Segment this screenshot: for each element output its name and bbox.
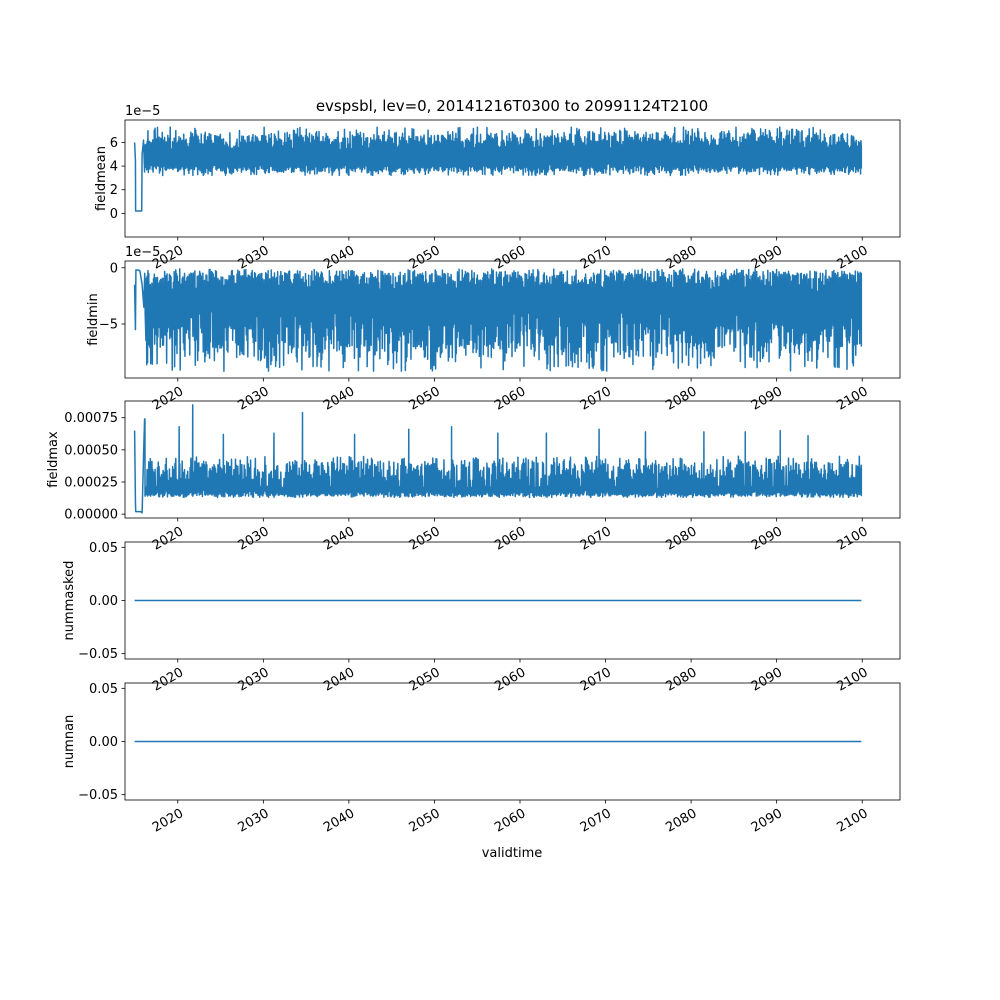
x-tick-label: 2020: [150, 384, 186, 414]
x-tick-label: 2060: [492, 524, 528, 554]
x-tick-label: 2040: [321, 243, 357, 273]
y-tick-label: 0.00000: [64, 508, 118, 523]
x-tick-label: 2080: [663, 524, 699, 554]
x-tick-label: 2080: [663, 665, 699, 695]
x-tick-label: 2090: [749, 806, 785, 836]
x-tick-label: 2060: [492, 384, 528, 414]
axes-frame-fieldmean: [124, 119, 901, 238]
chart-title: evspsbl, lev=0, 20141216T0300 to 2099112…: [316, 97, 708, 115]
x-tick-label: 2080: [663, 384, 699, 414]
x-tick-label: 2050: [407, 524, 443, 554]
x-tick-label: 2080: [663, 243, 699, 273]
y-offset-text: 1e−5: [125, 245, 160, 260]
y-tick-label: 0.00075: [64, 411, 118, 426]
y-axis-label-fieldmin: fieldmin: [86, 293, 101, 346]
y-tick-label: 0: [110, 261, 118, 276]
x-tick-label: 2070: [578, 665, 614, 695]
x-tick-label: 2090: [749, 524, 785, 554]
panel-nummasked: −0.05 0.00 0.05 nummasked 2020 2030 2040 2050 20…: [62, 541, 901, 695]
x-tick-label: 2050: [407, 243, 443, 273]
x-tick-label: 2070: [578, 524, 614, 554]
x-tick-label: 2040: [321, 524, 357, 554]
series-line-fieldmean: [133, 126, 863, 212]
axes-frame-fieldmin: [124, 260, 901, 379]
x-tick-label: 2090: [749, 384, 785, 414]
x-tick-label: 2100: [834, 243, 870, 273]
x-tick-label: 2090: [749, 665, 785, 695]
x-tick-label: 2050: [407, 806, 443, 836]
y-axis-label-nummasked: nummasked: [62, 561, 77, 641]
x-tick-label: 2100: [834, 806, 870, 836]
panel-fieldmin: −5 0 fieldmin 1e−5 2020 2030 2040 2050 2060 2070 2…: [86, 245, 901, 414]
y-tick-label: 0.00: [89, 735, 118, 750]
y-tick-label: 0.05: [89, 541, 118, 556]
x-axis-label: validtime: [482, 846, 543, 861]
y-tick-label: 0: [110, 207, 118, 222]
y-tick-label: −0.05: [78, 788, 118, 803]
x-tick-label: 2080: [663, 806, 699, 836]
y-axis-label-numnan: numnan: [62, 715, 77, 769]
x-tick-label: 2040: [321, 665, 357, 695]
y-tick-label: 0.05: [89, 682, 118, 697]
y-tick-label: 6: [110, 136, 118, 151]
x-tick-label: 2060: [492, 665, 528, 695]
panel-numnan: −0.05 0.00 0.05 numnan 2020 2030 2040 2050 2060 2…: [62, 682, 901, 836]
y-tick-label: 0.00050: [64, 443, 118, 458]
x-tick-label: 2100: [834, 665, 870, 695]
x-tick-label: 2040: [321, 806, 357, 836]
x-tick-label: 2100: [834, 524, 870, 554]
x-tick-label: 2050: [407, 384, 443, 414]
y-offset-text: 1e−5: [125, 104, 160, 119]
y-axis-label-fieldmean: fieldmean: [94, 146, 109, 211]
x-tick-label: 2020: [150, 806, 186, 836]
x-tick-label: 2050: [407, 665, 443, 695]
y-tick-label: 0.00: [89, 594, 118, 609]
x-tick-label: 2030: [236, 384, 272, 414]
x-tick-label: 2100: [834, 384, 870, 414]
x-tick-label: 2070: [578, 384, 614, 414]
y-tick-label: 0.00025: [64, 476, 118, 491]
x-tick-label: 2060: [492, 243, 528, 273]
x-tick-label: 2040: [321, 384, 357, 414]
x-tick-label: 2030: [236, 524, 272, 554]
x-tick-label: 2020: [150, 665, 186, 695]
y-tick-label: −0.05: [78, 647, 118, 662]
x-tick-label: 2070: [578, 806, 614, 836]
series-line-fieldmin: [133, 268, 863, 372]
series-line-fieldmax: [133, 404, 863, 514]
axes-frame-fieldmax: [124, 400, 901, 519]
x-tick-label: 2020: [150, 524, 186, 554]
x-tick-label: 2070: [578, 243, 614, 273]
x-tick-label: 2090: [749, 243, 785, 273]
x-tick-label: 2060: [492, 806, 528, 836]
y-tick-label: −5: [99, 318, 118, 333]
y-tick-label: 4: [110, 160, 118, 175]
y-axis-label-fieldmax: fieldmax: [46, 431, 61, 488]
x-tick-label: 2030: [236, 806, 272, 836]
x-tick-label: 2030: [236, 243, 272, 273]
y-tick-label: 2: [110, 183, 118, 198]
x-tick-label: 2030: [236, 665, 272, 695]
